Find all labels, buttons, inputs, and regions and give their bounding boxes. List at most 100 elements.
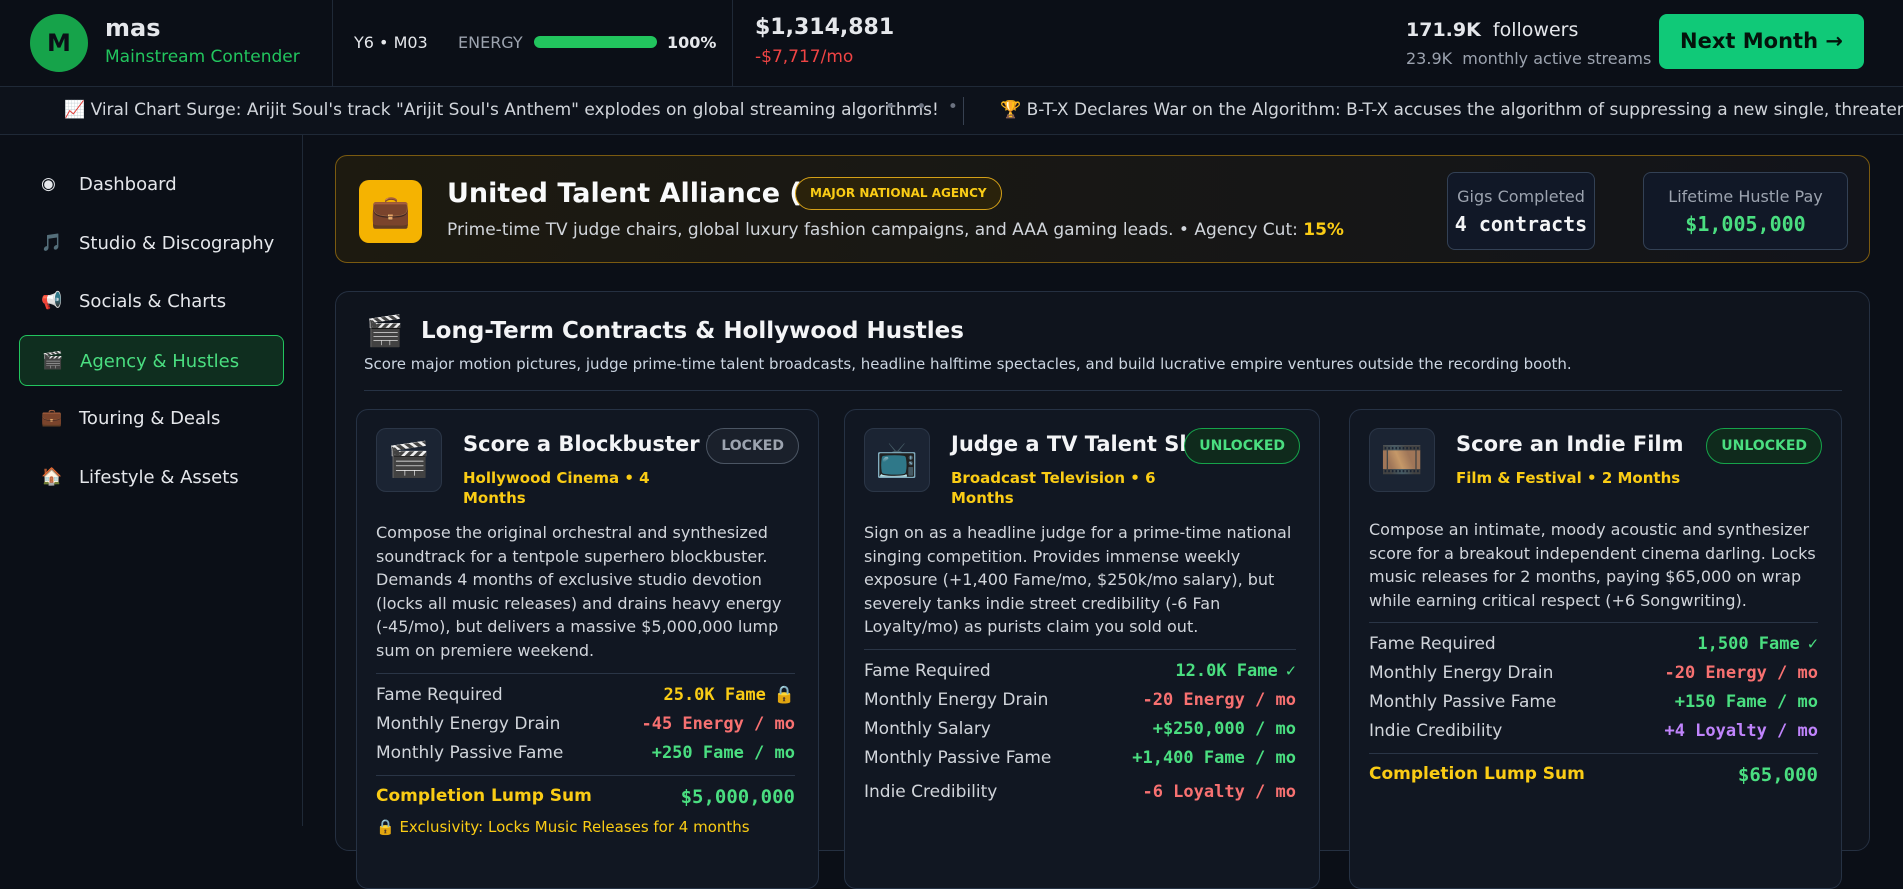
rank: Mainstream Contender: [105, 47, 300, 67]
nav-label: Agency & Hustles: [80, 350, 240, 372]
panel-title: Long-Term Contracts & Hollywood Hustles: [421, 318, 964, 344]
lump-sum: Completion Lump Sum $5,000,000: [376, 775, 795, 808]
stat-label: Indie Credibility: [1369, 720, 1503, 741]
next-month-button[interactable]: Next Month →: [1659, 14, 1864, 69]
news-ticker: 📈 Viral Chart Surge: Arijit Soul's track…: [0, 87, 1903, 135]
divider: [364, 390, 1842, 391]
stat-row: Indie Credibility -6 Loyalty / mo: [864, 777, 1296, 806]
energy-bar: [534, 36, 657, 48]
stat-row: Monthly Energy Drain -45 Energy / mo: [376, 709, 795, 738]
card-stats: Fame Required 25.0K Fame 🔒 Monthly Energy D…: [376, 673, 795, 836]
followers: 171.9K followers: [1406, 19, 1578, 41]
stat-row: Monthly Salary +$250,000 / mo: [864, 714, 1296, 743]
stat-value: +1,400 Fame / mo: [1132, 748, 1296, 768]
stat-value: -20 Energy / mo: [1142, 690, 1296, 710]
avatar[interactable]: M: [30, 14, 88, 72]
stat-row: Fame Required 25.0K Fame 🔒: [376, 680, 795, 709]
stat-label: Gigs Completed: [1457, 187, 1585, 206]
status-glyph: ✓: [1807, 633, 1818, 654]
cash: $1,314,881: [755, 15, 895, 40]
nav-icon: 🏠: [41, 467, 63, 487]
divider: [963, 97, 964, 125]
stat-value-text: +1,400 Fame / mo: [1132, 747, 1296, 768]
stat-value-text: +150 Fame / mo: [1674, 691, 1818, 712]
ticker-text: B-T-X Declares War on the Algorithm: B-T…: [1026, 100, 1903, 120]
nav-icon: 🎬: [42, 350, 64, 371]
agency-tier: MAJOR NATIONAL AGENCY: [795, 177, 1002, 210]
lump-label: Completion Lump Sum: [1369, 764, 1585, 784]
date: Y6 • M03: [354, 33, 428, 52]
stat-value-text: -45 Energy / mo: [641, 713, 795, 734]
stat-row: Monthly Energy Drain -20 Energy / mo: [864, 685, 1296, 714]
lump-sum: Completion Lump Sum $65,000: [1369, 753, 1818, 786]
card-duration: 6 Months: [951, 469, 1156, 507]
card-meta: Film & Festival • 2 Months: [1456, 468, 1680, 488]
stat-label: Monthly Energy Drain: [864, 689, 1049, 710]
meta-dot: •: [1125, 469, 1146, 487]
nav-item[interactable]: ◉ Dashboard: [19, 159, 284, 210]
stat-label: Monthly Energy Drain: [376, 713, 561, 734]
lump-label: Completion Lump Sum: [376, 786, 592, 806]
meta-dot: •: [1581, 469, 1602, 487]
stat-row: Monthly Passive Fame +1,400 Fame / mo: [864, 743, 1296, 772]
stat-value: +150 Fame / mo: [1675, 692, 1818, 712]
status-badge: LOCKED: [706, 428, 799, 464]
card-category: Hollywood Cinema: [463, 469, 620, 487]
status-badge: UNLOCKED: [1706, 428, 1822, 464]
status-badge: UNLOCKED: [1184, 428, 1300, 464]
stat-value-text: -20 Energy / mo: [1142, 689, 1296, 710]
nav-label: Lifestyle & Assets: [79, 467, 239, 488]
top-bar: M mas Mainstream Contender Y6 • M03 ENER…: [0, 0, 1903, 87]
stat-value: 1,500 Fame ✓: [1697, 634, 1818, 654]
nav-item[interactable]: 🎬 Agency & Hustles: [19, 334, 284, 386]
contract-card: 📺 Judge a TV Talent Show Broadcast Televis…: [844, 409, 1320, 889]
meta-dot: •: [619, 469, 640, 487]
cash-flow: -$7,717/mo: [755, 47, 854, 67]
card-duration: 4 Months: [463, 469, 650, 507]
stat-label: Monthly Passive Fame: [376, 742, 564, 763]
lump-value: $5,000,000: [680, 786, 795, 808]
nav-icon: 🎵: [41, 232, 63, 253]
card-meta: Broadcast Television • 6 Months: [951, 468, 1182, 508]
stat-box: Lifetime Hustle Pay $1,005,000: [1643, 172, 1848, 250]
stat-value-text: 12.0K Fame: [1175, 660, 1278, 681]
stat-label: Fame Required: [376, 684, 503, 705]
card-note: 🔒 Exclusivity: Locks Music Releases for …: [376, 818, 795, 836]
nav-label: Dashboard: [79, 174, 177, 195]
ticker-text: Viral Chart Surge: Arijit Soul's track "…: [90, 100, 939, 120]
status-glyph: ✓: [1285, 660, 1296, 681]
card-icon: 📺: [864, 428, 930, 492]
stat-value: -20 Energy / mo: [1664, 663, 1818, 683]
stat-row: Fame Required 12.0K Fame ✓: [864, 656, 1296, 685]
card-description: Sign on as a headline judge for a prime-…: [864, 523, 1292, 637]
stat-box: Gigs Completed 4 contracts: [1447, 172, 1595, 250]
stat-row: Monthly Energy Drain -20 Energy / mo: [1369, 658, 1818, 687]
card-duration: 2 Months: [1601, 469, 1681, 487]
stat-value-text: +250 Fame / mo: [651, 742, 795, 763]
card-icon: 🎞️: [1369, 428, 1435, 492]
streams: 23.9K monthly active streams: [1406, 49, 1651, 68]
streams-label: monthly active streams: [1462, 49, 1652, 68]
nav-item[interactable]: 💼 Touring & Deals: [19, 393, 284, 444]
streams-value: 23.9K: [1406, 49, 1453, 68]
sidebar: ◉ Dashboard 🎵 Studio & Discography 📢 Socials …: [0, 135, 303, 826]
nav-item[interactable]: 🎵 Studio & Discography: [19, 218, 284, 269]
note-text: Exclusivity: Locks Music Releases for 4 …: [399, 818, 750, 836]
followers-value: 171.9K: [1406, 19, 1481, 41]
contract-card: 🎬 Score a Blockbuster Film Hollywood Cinem…: [356, 409, 819, 889]
lump-value: $65,000: [1737, 764, 1818, 786]
agency-card: 💼 United Talent Alliance (UTA) MAJOR NAT…: [335, 155, 1870, 263]
nav-item[interactable]: 🏠 Lifestyle & Assets: [19, 452, 284, 503]
nav-item[interactable]: 📢 Socials & Charts: [19, 276, 284, 327]
divider: [332, 0, 333, 87]
nav-label: Touring & Deals: [79, 408, 221, 430]
stat-label: Monthly Passive Fame: [864, 747, 1052, 768]
stat-value: +$250,000 / mo: [1153, 719, 1296, 739]
player-name: mas: [105, 14, 161, 42]
stat-label: Fame Required: [864, 660, 991, 681]
card-stats: Fame Required 12.0K Fame ✓ Monthly Energy D…: [864, 649, 1296, 806]
ticker-dots: • • •: [885, 97, 966, 117]
stat-value: 4 contracts: [1454, 212, 1588, 236]
